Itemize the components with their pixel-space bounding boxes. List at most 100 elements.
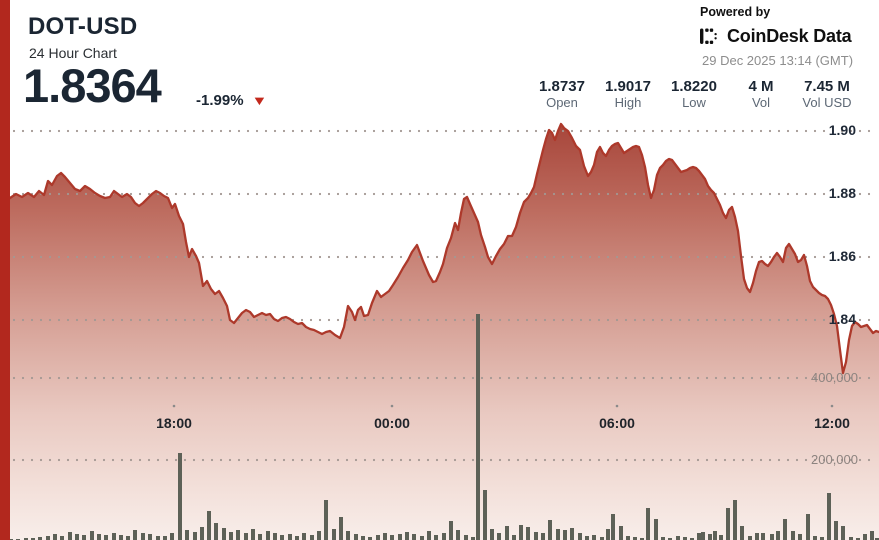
volume-bar xyxy=(236,530,240,540)
brand-logo-row: CoinDesk Data xyxy=(699,26,852,47)
volume-bar xyxy=(97,534,101,540)
stat-value: 4 M xyxy=(748,78,774,95)
stat-volume-usd: 7.45 M Vol USD xyxy=(795,78,859,111)
volume-bar xyxy=(420,536,424,540)
volume-bar xyxy=(541,533,545,540)
volume-bar xyxy=(519,525,523,540)
change-percent: -1.99% xyxy=(196,92,244,109)
volume-bar xyxy=(556,529,560,540)
volume-bar xyxy=(791,531,795,540)
volume-bar xyxy=(38,537,42,540)
volume-bar xyxy=(505,526,509,540)
volume-bar xyxy=(755,533,759,540)
volume-bar xyxy=(442,533,446,540)
volume-bar xyxy=(471,537,475,540)
volume-bar xyxy=(361,536,365,540)
volume-bar xyxy=(24,538,28,540)
volume-bar xyxy=(214,523,218,540)
volume-bar xyxy=(841,526,845,540)
stat-value: 7.45 M xyxy=(804,78,850,95)
volume-bar xyxy=(193,532,197,540)
volume-bar xyxy=(611,514,615,540)
stat-label: High xyxy=(614,95,642,110)
volume-bar xyxy=(200,527,204,540)
stat-label: Vol USD xyxy=(802,95,852,110)
volume-bar xyxy=(697,533,701,540)
volume-bar xyxy=(592,535,596,540)
volume-bar xyxy=(339,517,343,540)
volume-bar xyxy=(317,531,321,540)
volume-bar xyxy=(60,536,64,540)
stat-value: 1.8737 xyxy=(539,78,585,95)
volume-bar xyxy=(701,532,705,540)
volume-bar xyxy=(148,534,152,540)
volume-bar xyxy=(434,535,438,540)
volume-bar xyxy=(600,537,604,540)
volume-bar xyxy=(354,534,358,540)
volume-bar xyxy=(222,528,226,540)
volume-bar xyxy=(53,534,57,540)
left-accent-bar xyxy=(0,0,10,540)
volume-bar xyxy=(266,531,270,540)
volume-bar xyxy=(68,532,72,540)
volume-bar xyxy=(490,529,494,540)
volume-bar xyxy=(273,533,277,540)
volume-bar xyxy=(748,536,752,540)
volume-bar xyxy=(141,533,145,540)
volume-bar xyxy=(770,534,774,540)
volume-bar xyxy=(427,531,431,540)
volume-bar xyxy=(870,531,874,540)
volume-bar xyxy=(683,537,687,540)
volume-bar xyxy=(563,530,567,540)
volume-bar xyxy=(827,493,831,540)
volume-bar xyxy=(82,535,86,540)
volume-bar xyxy=(713,531,717,540)
volume-bar xyxy=(719,535,723,540)
volume-bar xyxy=(90,531,94,540)
volume-bars xyxy=(9,314,879,540)
volume-bar xyxy=(570,528,574,540)
volume-bar xyxy=(310,535,314,540)
volume-bar xyxy=(646,508,650,540)
volume-bar xyxy=(690,538,694,540)
last-price: 1.8364 xyxy=(23,59,162,112)
volume-bar xyxy=(207,511,211,540)
volume-bar xyxy=(708,534,712,540)
volume-bar xyxy=(668,538,672,540)
volume-bar xyxy=(806,514,810,540)
volume-bar xyxy=(776,531,780,540)
volume-bar xyxy=(526,527,530,540)
volume-bar xyxy=(229,532,233,540)
volume-bar xyxy=(464,535,468,540)
stat-volume: 4 M Vol xyxy=(729,78,793,111)
chart-subtitle: 24 Hour Chart xyxy=(29,45,117,61)
volume-bar xyxy=(834,521,838,540)
volume-bar xyxy=(512,535,516,540)
volume-bar xyxy=(578,533,582,540)
volume-bar xyxy=(119,535,123,540)
volume-bar xyxy=(390,535,394,540)
stat-high: 1.9017 High xyxy=(596,78,660,111)
stat-label: Vol xyxy=(751,95,771,110)
chart-timestamp: 29 Dec 2025 13:14 (GMT) xyxy=(702,53,854,68)
volume-bar xyxy=(258,534,262,540)
volume-bar xyxy=(324,500,328,540)
volume-bar xyxy=(280,535,284,540)
stat-value: 1.8220 xyxy=(671,78,717,95)
coindesk-logo-icon xyxy=(700,28,717,44)
volume-bar xyxy=(820,537,824,540)
volume-bar xyxy=(849,537,853,540)
volume-bar xyxy=(483,490,487,540)
volume-bar xyxy=(585,536,589,540)
stat-value: 1.9017 xyxy=(605,78,651,95)
volume-bar xyxy=(813,536,817,540)
volume-bar xyxy=(676,536,680,540)
price-line xyxy=(8,122,879,375)
volume-bar xyxy=(112,533,116,540)
price-change: -1.99% ▼ xyxy=(196,92,268,109)
arrow-down-icon: ▼ xyxy=(250,93,268,108)
volume-bar xyxy=(383,533,387,540)
